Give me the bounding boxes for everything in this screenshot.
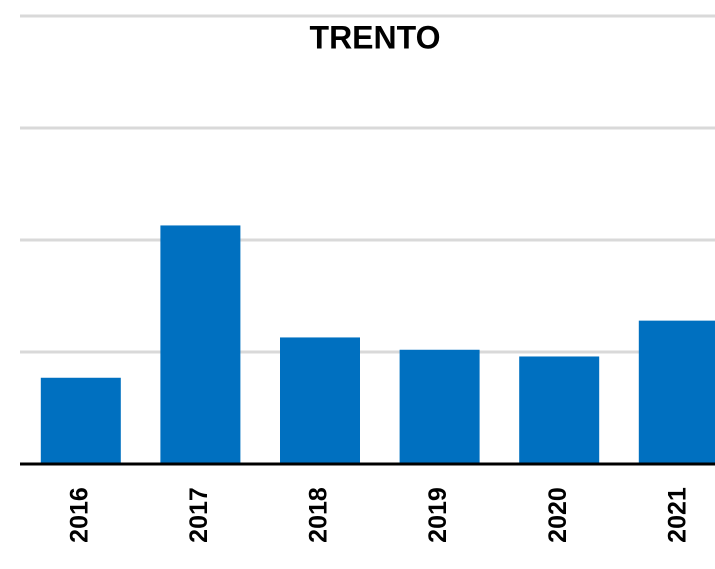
chart-title: TRENTO <box>310 19 441 55</box>
x-tick-label: 2018 <box>305 487 333 543</box>
x-tick-label: 2021 <box>663 487 691 543</box>
x-tick-label: 2017 <box>185 487 213 543</box>
bar <box>160 225 241 464</box>
x-tick-label: 2016 <box>65 487 93 543</box>
x-tick-label: 2020 <box>544 487 572 543</box>
x-tick-label: 2019 <box>424 487 452 543</box>
bar <box>40 377 121 464</box>
bar <box>638 320 715 464</box>
bar <box>280 337 360 464</box>
bar <box>519 356 600 464</box>
bar <box>399 349 480 464</box>
